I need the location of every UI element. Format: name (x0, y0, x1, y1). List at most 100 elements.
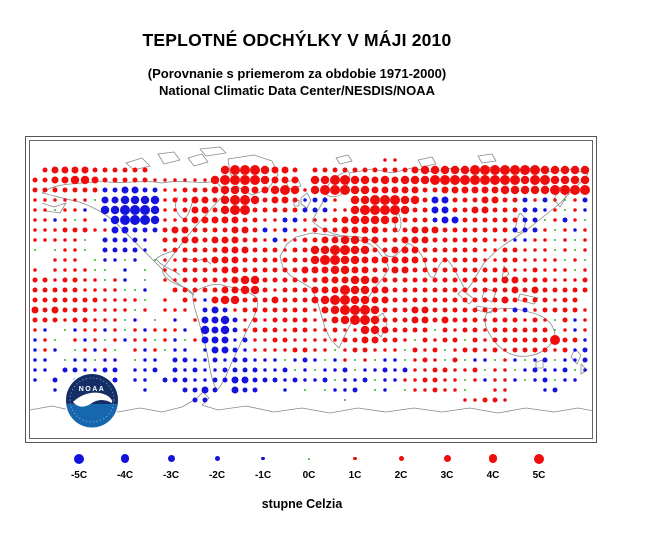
anomaly-dot (252, 227, 258, 233)
anomaly-dot (512, 337, 518, 343)
anomaly-dot (350, 195, 360, 205)
anomaly-dot (71, 166, 79, 174)
anomaly-dot (374, 389, 376, 391)
anomaly-dot (472, 227, 478, 233)
anomaly-dot (371, 296, 379, 304)
anomaly-dot (33, 228, 37, 232)
seagull-icon (73, 392, 113, 407)
anomaly-dot (552, 387, 558, 393)
anomaly-dot (350, 175, 360, 185)
anomaly-dot (252, 237, 258, 243)
anomaly-dot (320, 245, 330, 255)
anomaly-dot (402, 367, 408, 373)
anomaly-dot (323, 368, 327, 372)
anomaly-dot (312, 197, 318, 203)
anomaly-dot (501, 296, 509, 304)
anomaly-dot (211, 306, 219, 314)
anomaly-dot (434, 329, 436, 331)
anomaly-dot (542, 307, 548, 313)
anomaly-dot (583, 238, 587, 242)
anomaly-dot (453, 348, 457, 352)
anomaly-dot (202, 187, 208, 193)
anomaly-dot (382, 367, 388, 373)
anomaly-dot (522, 307, 528, 313)
anomaly-dot (83, 328, 87, 332)
anomaly-dot (502, 207, 508, 213)
anomaly-dot (282, 297, 288, 303)
anomaly-dot (380, 175, 390, 185)
anomaly-dot (240, 285, 250, 295)
anomaly-dot (312, 227, 318, 233)
anomaly-dot (374, 359, 376, 361)
anomaly-dot (542, 327, 548, 333)
anomaly-dot (363, 368, 367, 372)
anomaly-dot (61, 176, 69, 184)
anomaly-dot (212, 287, 218, 293)
anomaly-dot (542, 287, 548, 293)
anomaly-dot (93, 308, 97, 312)
anomaly-dot (492, 217, 498, 223)
anomaly-dot (503, 388, 507, 392)
anomaly-dot (33, 218, 37, 222)
anomaly-dot (202, 397, 208, 403)
anomaly-dot (583, 228, 587, 232)
anomaly-dot (330, 255, 340, 265)
anomaly-dot (342, 337, 348, 343)
anomaly-dot (163, 338, 167, 342)
anomaly-dot (133, 318, 137, 322)
anomaly-dot (241, 246, 249, 254)
anomaly-dot (302, 347, 308, 353)
anomaly-dot (512, 217, 518, 223)
anomaly-dot (93, 278, 97, 282)
anomaly-dot (272, 317, 278, 323)
anomaly-dot (303, 378, 307, 382)
noaa-logo-sea (66, 404, 118, 428)
anomaly-dot (392, 327, 398, 333)
anomaly-dot (53, 238, 57, 242)
anomaly-dot (442, 367, 448, 373)
anomaly-dot (43, 198, 47, 202)
anomaly-dot (550, 175, 560, 185)
anomaly-dot (53, 198, 57, 202)
anomaly-dot (390, 195, 400, 205)
anomaly-dot (202, 247, 208, 253)
anomaly-dot (250, 195, 260, 205)
anomaly-dot (430, 175, 440, 185)
anomaly-dot (312, 277, 318, 283)
anomaly-dot (252, 307, 258, 313)
anomaly-dot (381, 286, 389, 294)
anomaly-dot (312, 167, 318, 173)
anomaly-dot (212, 387, 218, 393)
anomaly-dot (313, 308, 317, 312)
anomaly-dot (72, 287, 78, 293)
anomaly-dot (104, 269, 106, 271)
anomaly-dot (152, 187, 158, 193)
anomaly-dot (331, 316, 339, 324)
anomaly-dot (143, 368, 147, 372)
anomaly-dot (503, 368, 507, 372)
anomaly-dot (452, 287, 458, 293)
anomaly-dot (442, 247, 448, 253)
anomaly-dot (112, 177, 118, 183)
anomaly-dot (492, 297, 498, 303)
anomaly-dot (83, 198, 87, 202)
anomaly-dot (221, 246, 229, 254)
anomaly-dot (523, 368, 527, 372)
anomaly-dot (363, 358, 367, 362)
anomaly-dot (53, 278, 57, 282)
anomaly-dot (343, 328, 347, 332)
anomaly-dot (310, 175, 320, 185)
anomaly-dot (103, 358, 107, 362)
anomaly-dot (112, 167, 118, 173)
legend-item: -2C (194, 450, 240, 481)
anomaly-dot (292, 287, 298, 293)
anomaly-dot (212, 377, 218, 383)
anomaly-dot (102, 367, 108, 373)
anomaly-dot (120, 215, 130, 225)
anomaly-dot (231, 386, 239, 394)
anomaly-dot (421, 316, 429, 324)
anomaly-dot (63, 258, 67, 262)
anomaly-dot (221, 216, 229, 224)
anomaly-dot (381, 256, 389, 264)
anomaly-dot (413, 378, 417, 382)
